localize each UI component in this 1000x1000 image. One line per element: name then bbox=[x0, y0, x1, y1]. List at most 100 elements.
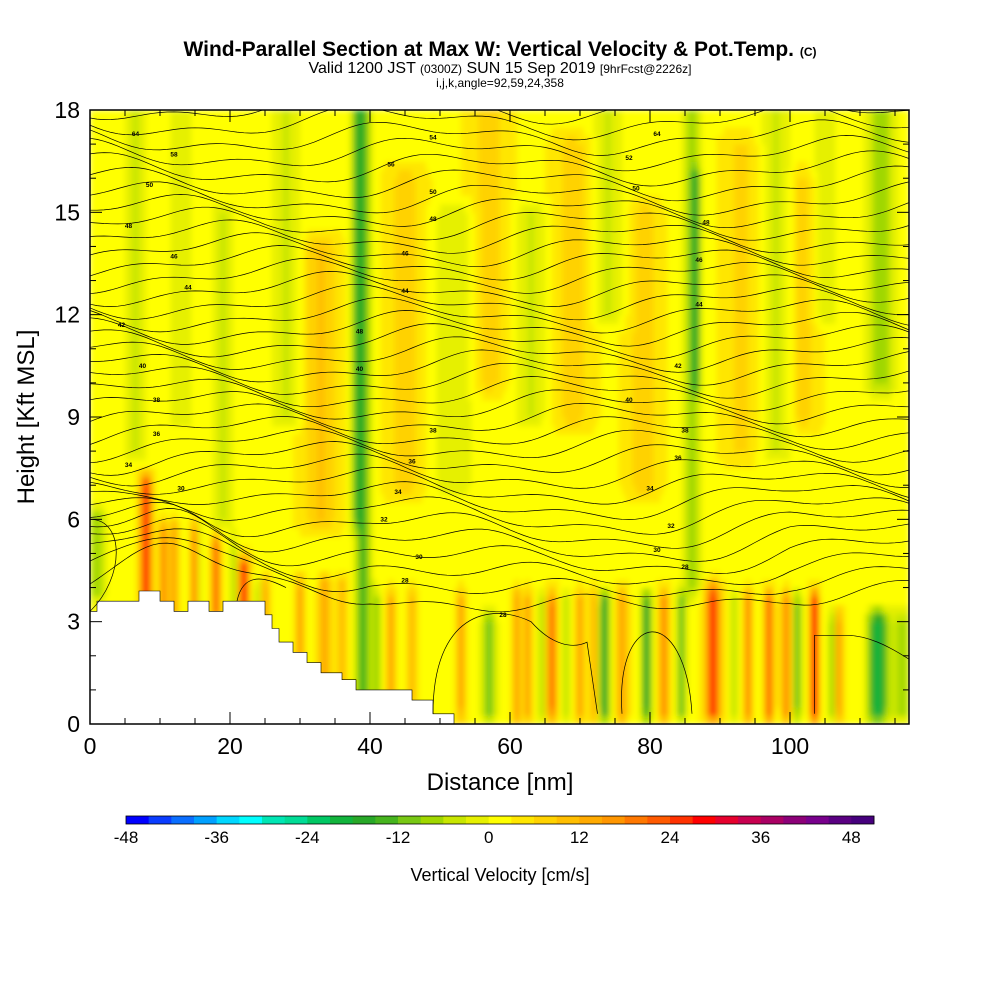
chart-params: i,j,k,angle=92,59,24,358 bbox=[436, 76, 564, 90]
colorbar-swatch bbox=[511, 816, 535, 824]
theta-contour bbox=[90, 376, 909, 412]
colorbar-swatch bbox=[126, 816, 150, 824]
theta-contour-label: 48 bbox=[125, 223, 133, 230]
colorbar-frame bbox=[125, 815, 875, 825]
theta-contour-label: 30 bbox=[653, 547, 661, 554]
colorbar-swatch bbox=[760, 816, 784, 824]
theta-contour bbox=[90, 389, 909, 425]
chart-title: Wind-Parallel Section at Max W: Vertical… bbox=[183, 38, 817, 61]
theta-contour bbox=[90, 283, 909, 321]
colorbar-swatch bbox=[443, 816, 467, 824]
theta-contour bbox=[90, 453, 909, 489]
theta-contour-label: 30 bbox=[177, 486, 185, 493]
theta-contour-label: 46 bbox=[695, 257, 703, 264]
colorbar-swatch bbox=[602, 816, 626, 824]
theta-contour bbox=[90, 428, 909, 464]
colorbar-swatch bbox=[624, 816, 648, 824]
terrain-area bbox=[90, 590, 455, 724]
colorbar-tick-label: -12 bbox=[386, 828, 411, 847]
theta-contour bbox=[90, 150, 909, 187]
y-tick-label: 0 bbox=[67, 711, 80, 737]
colorbar-swatch bbox=[670, 816, 694, 824]
theta-contour-label: 64 bbox=[653, 131, 661, 138]
theta-contour-label: 50 bbox=[429, 189, 437, 196]
colorbar-tick-label: 36 bbox=[751, 828, 770, 847]
chart-subtitle: Valid 1200 JST (0300Z) SUN 15 Sep 2019 [… bbox=[308, 60, 692, 77]
theta-contour bbox=[90, 165, 909, 202]
theta-contour bbox=[90, 528, 909, 585]
x-tick-label: 100 bbox=[771, 733, 809, 759]
theta-contour-label: 28 bbox=[401, 578, 409, 585]
theta-contour-label: 38 bbox=[429, 428, 437, 435]
theta-contour bbox=[90, 206, 909, 241]
x-tick-label: 60 bbox=[497, 733, 523, 759]
x-tick-label: 0 bbox=[84, 733, 97, 759]
theta-contour-label: 44 bbox=[401, 288, 409, 295]
theta-contour-local bbox=[621, 631, 693, 714]
colorbar-swatch bbox=[284, 816, 308, 824]
theta-contour bbox=[90, 501, 909, 549]
theta-contour bbox=[90, 73, 909, 109]
colorbar-swatch bbox=[330, 816, 354, 824]
y-tick-label: 18 bbox=[54, 97, 80, 123]
theta-contour bbox=[90, 219, 909, 254]
y-tick-label: 6 bbox=[67, 506, 80, 532]
theta-contour bbox=[90, 466, 909, 505]
theta-contour-local bbox=[814, 634, 909, 714]
theta-contour-local bbox=[90, 518, 117, 612]
colorbar-swatch bbox=[828, 816, 852, 824]
colorbar-tick-label: -36 bbox=[204, 828, 229, 847]
theta-contour bbox=[90, 297, 909, 334]
theta-contour-label: 40 bbox=[356, 366, 364, 373]
colorbar-swatch bbox=[420, 816, 444, 824]
theta-contour bbox=[90, 194, 909, 229]
theta-contour-label: 42 bbox=[674, 363, 682, 370]
theta-contour-label: 48 bbox=[356, 329, 364, 336]
colorbar-tick-label: 12 bbox=[570, 828, 589, 847]
colorbar-tick-label: -24 bbox=[295, 828, 320, 847]
theta-contour bbox=[90, 258, 909, 295]
y-tick-label: 15 bbox=[54, 199, 80, 225]
colorbar: -48 -36 -24 -12 0 12 24 36 48 bbox=[114, 815, 875, 847]
theta-contour bbox=[90, 508, 909, 562]
theta-contour-label: 56 bbox=[387, 162, 395, 169]
colorbar-tick-label: -48 bbox=[114, 828, 139, 847]
theta-contour-label: 30 bbox=[415, 554, 423, 561]
theta-contour-label: 44 bbox=[184, 284, 192, 291]
theta-contour bbox=[90, 336, 909, 373]
theta-contour-local bbox=[236, 578, 287, 602]
colorbar-swatch bbox=[216, 816, 240, 824]
theta-contour-label: 54 bbox=[429, 134, 437, 141]
colorbar-swatch bbox=[692, 816, 716, 824]
colorbar-tick-label: 48 bbox=[842, 828, 861, 847]
colorbar-swatch bbox=[488, 816, 512, 824]
theta-contour bbox=[90, 542, 909, 613]
theta-contour bbox=[90, 271, 909, 307]
theta-contour bbox=[90, 232, 909, 268]
theta-contour-label: 46 bbox=[401, 250, 409, 257]
theta-contour bbox=[90, 517, 909, 574]
colorbar-swatch bbox=[352, 816, 376, 824]
y-tick-label: 9 bbox=[67, 404, 80, 430]
theta-contour bbox=[90, 402, 909, 438]
theta-contour-label: 42 bbox=[118, 322, 126, 329]
theta-contour-label: 28 bbox=[681, 564, 689, 571]
theta-contour-label: 48 bbox=[702, 220, 710, 227]
colorbar-swatch bbox=[262, 816, 286, 824]
theta-contour bbox=[90, 481, 909, 520]
colorbar-swatch bbox=[194, 816, 218, 824]
theta-contour-label: 34 bbox=[646, 486, 654, 493]
theta-contour bbox=[90, 245, 909, 281]
theta-contour-label: 50 bbox=[146, 182, 154, 189]
colorbar-swatch bbox=[375, 816, 399, 824]
theta-contour-label: 38 bbox=[153, 397, 161, 404]
theta-contour-label: 48 bbox=[429, 216, 437, 223]
theta-contour bbox=[90, 362, 909, 399]
colorbar-label: Vertical Velocity [cm/s] bbox=[410, 865, 589, 885]
theta-contours bbox=[90, 73, 909, 714]
theta-contour-label: 32 bbox=[380, 516, 388, 523]
colorbar-swatch bbox=[851, 816, 875, 824]
theta-contour bbox=[90, 416, 909, 450]
theta-contour bbox=[90, 110, 909, 141]
terrain-mask bbox=[90, 590, 455, 724]
